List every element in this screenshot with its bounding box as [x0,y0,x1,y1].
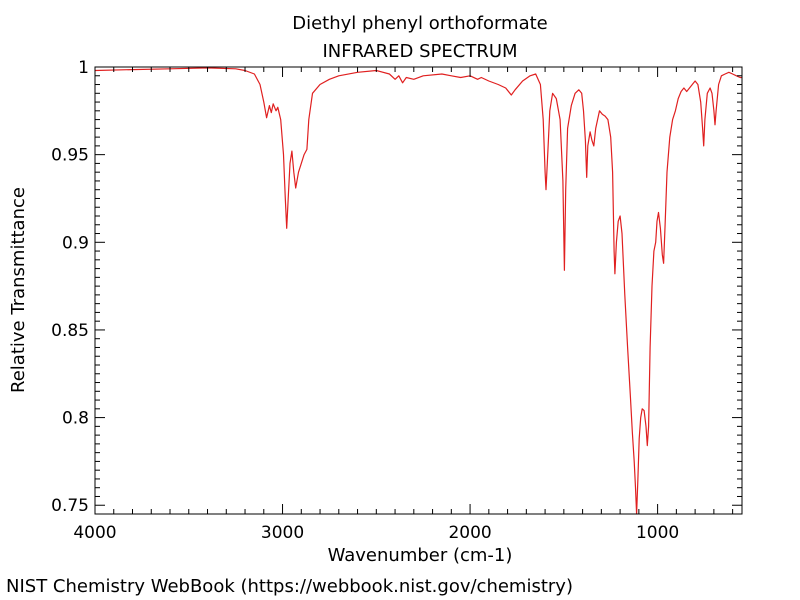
y-tick-label: 0.9 [62,233,89,253]
y-tick-label: 1 [78,58,89,78]
y-tick-label: 0.95 [51,146,89,166]
spectrum-line [94,67,742,515]
x-axis-label: Wavenumber (cm-1) [328,545,513,566]
x-tick-label: 2000 [448,523,491,543]
y-tick-label: 0.8 [62,409,89,429]
plot-frame [94,66,743,515]
chart-title: Diethyl phenyl orthoformate [292,13,548,34]
x-tick-label: 3000 [261,523,304,543]
chart-subtitle: INFRARED SPECTRUM [322,41,517,62]
plot-area [94,67,742,515]
y-tick-label: 0.85 [51,321,89,341]
x-tick-label: 4000 [73,523,116,543]
y-tick-label: 0.75 [51,496,89,516]
source-footer: NIST Chemistry WebBook (https://webbook.… [6,576,573,597]
y-axis: 1 0.95 0.9 0.85 0.8 0.75 [51,58,742,516]
y-axis-label: Relative Transmittance [8,187,29,393]
x-axis: 4000 3000 2000 1000 [73,67,734,543]
x-tick-label: 1000 [636,523,679,543]
